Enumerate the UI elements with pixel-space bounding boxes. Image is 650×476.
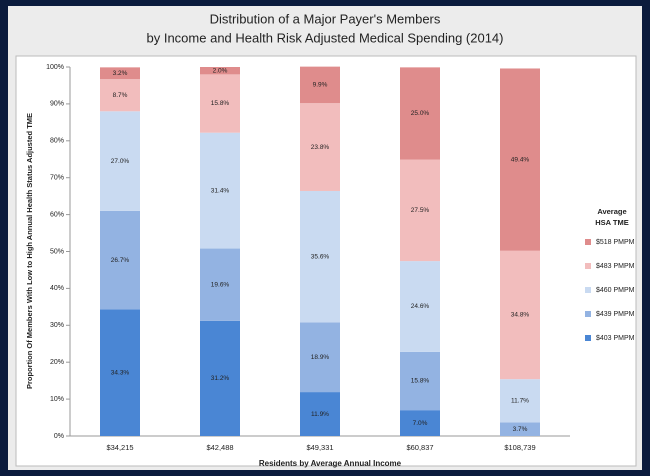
y-tick-label: 80% <box>50 138 64 145</box>
x-tick-label: $60,837 <box>406 443 433 452</box>
data-label: 31.4% <box>211 187 230 194</box>
legend-label: $439 PMPM <box>596 311 635 318</box>
bar-segment <box>400 159 440 262</box>
y-tick-label: 20% <box>50 359 64 366</box>
data-label: 24.6% <box>411 303 430 310</box>
y-tick-label: 0% <box>54 433 64 440</box>
bar-segment <box>400 67 440 160</box>
x-tick-label: $49,331 <box>306 443 333 452</box>
data-label: 8.7% <box>113 92 128 99</box>
y-tick-label: 60% <box>50 211 64 218</box>
legend-swatch <box>585 263 591 269</box>
data-label: 34.8% <box>511 312 530 319</box>
legend-swatch <box>585 335 591 341</box>
legend-label: $460 PMPM <box>596 287 635 294</box>
data-label: 26.7% <box>111 257 130 264</box>
bar-segment <box>100 309 140 436</box>
legend-swatch <box>585 239 591 245</box>
bar-segment <box>500 250 540 380</box>
bar-segment <box>300 66 340 104</box>
data-label: 11.9% <box>311 411 329 418</box>
data-label: 15.8% <box>211 100 230 107</box>
bar-segment <box>300 190 340 323</box>
data-label: 11.7% <box>511 397 529 404</box>
bar-segment <box>200 248 240 321</box>
y-tick-label: 30% <box>50 322 64 329</box>
bar-segment <box>400 351 440 411</box>
data-label: 3.2% <box>113 70 128 77</box>
data-label: 19.6% <box>211 281 230 288</box>
data-label: 35.6% <box>311 253 330 260</box>
legend-label: $518 PMPM <box>596 239 635 246</box>
data-label: 34.3% <box>111 369 130 376</box>
x-tick-label: $108,739 <box>504 443 535 452</box>
chart-title: by Income and Health Risk Adjusted Medic… <box>147 30 504 45</box>
bar-segment <box>300 103 340 191</box>
legend-label: $483 PMPM <box>596 263 635 270</box>
data-label: 2.0% <box>213 67 228 74</box>
bar-segment <box>500 68 540 251</box>
y-tick-label: 50% <box>50 248 64 255</box>
x-tick-label: $34,215 <box>106 443 133 452</box>
y-tick-label: 100% <box>46 64 64 71</box>
legend-title: Average <box>597 207 626 216</box>
bar-segment <box>300 322 340 393</box>
y-axis-label: Proportion Of Members With Low to High A… <box>25 113 34 389</box>
bar-segment <box>100 67 140 80</box>
data-label: 15.8% <box>411 378 430 385</box>
data-label: 27.0% <box>111 158 130 165</box>
bar-segment <box>100 79 140 112</box>
y-tick-label: 10% <box>50 396 64 403</box>
bar-segment <box>200 67 240 75</box>
y-tick-label: 70% <box>50 175 64 182</box>
data-label: 18.9% <box>311 354 330 361</box>
x-axis-label: Residents by Average Annual Income <box>259 459 402 468</box>
data-label: 25.0% <box>411 110 430 117</box>
bar-segment <box>400 410 440 436</box>
legend-swatch <box>585 311 591 317</box>
bar-segment <box>200 132 240 249</box>
bar-segment <box>500 379 540 423</box>
data-label: 49.4% <box>511 156 530 163</box>
data-label: 23.8% <box>311 144 330 151</box>
data-label: 27.5% <box>411 207 430 214</box>
chart-title: Distribution of a Major Payer's Members <box>210 11 441 26</box>
bar-segment <box>200 74 240 133</box>
legend-title: HSA TME <box>595 218 628 227</box>
data-label: 7.0% <box>413 420 428 427</box>
bar-segment <box>300 392 340 436</box>
y-tick-label: 90% <box>50 101 64 108</box>
legend-label: $403 PMPM <box>596 335 635 342</box>
bar-segment <box>400 261 440 352</box>
legend-swatch <box>585 287 591 293</box>
bar-segment <box>200 320 240 436</box>
bar-segment <box>100 210 140 310</box>
bar-segment <box>100 111 140 211</box>
bar-segment <box>500 422 540 436</box>
y-tick-label: 40% <box>50 285 64 292</box>
data-label: 31.2% <box>211 375 230 382</box>
data-label: 9.9% <box>313 82 328 89</box>
x-tick-label: $42,488 <box>206 443 233 452</box>
data-label: 3.7% <box>513 426 528 433</box>
